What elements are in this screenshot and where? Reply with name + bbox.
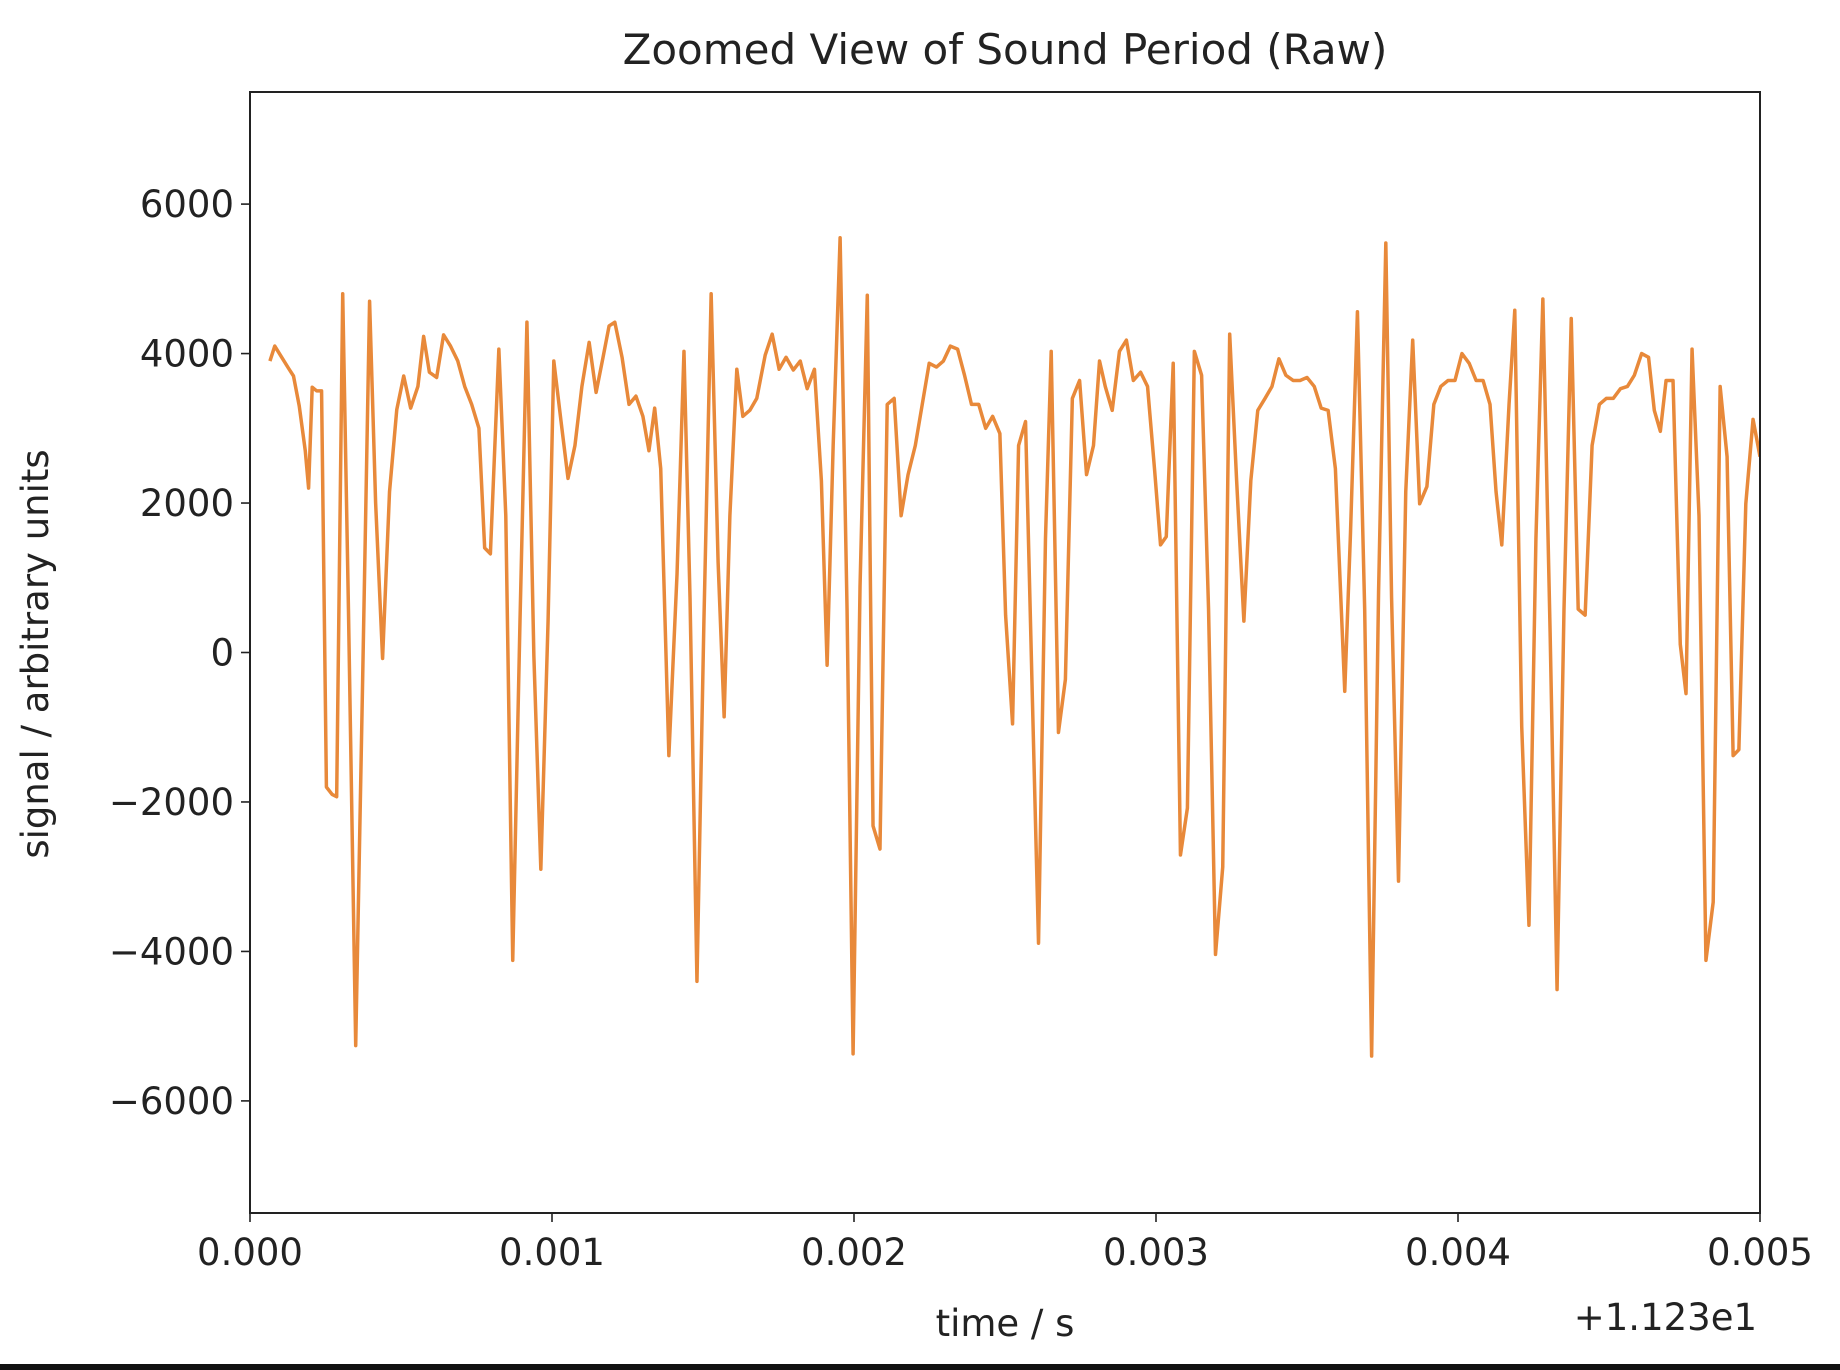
y-axis-label: signal / arbitrary units [14,449,57,858]
signal-line [268,235,1760,1058]
x-tick-label: 0.003 [1103,1231,1209,1274]
y-tick-label: 6000 [140,183,234,226]
window-border [0,1364,1840,1370]
x-axis-label: time / s [936,1302,1075,1345]
chart-title: Zoomed View of Sound Period (Raw) [623,25,1388,74]
x-tick-label: 0.002 [801,1231,907,1274]
y-tick-label: −6000 [109,1080,234,1123]
x-tick-label: 0.004 [1405,1231,1511,1274]
x-tick-label: 0.005 [1707,1231,1813,1274]
y-tick-label: 2000 [140,482,234,525]
plot-frame [249,91,1761,1214]
x-offset-text: +1.123e1 [1574,1296,1757,1339]
y-tick-label: 0 [210,632,234,675]
y-tick-label: −2000 [109,781,234,824]
x-tick-label: 0.001 [499,1231,605,1274]
y-tick-label: 4000 [140,333,234,376]
x-tick-label: 0.000 [197,1231,303,1274]
y-tick-label: −4000 [109,930,234,973]
